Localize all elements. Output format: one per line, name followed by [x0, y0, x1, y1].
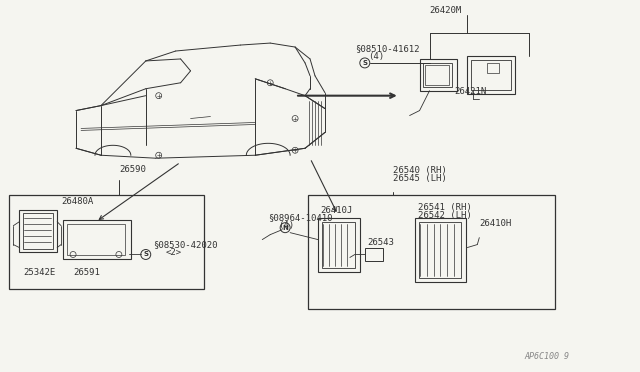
Text: 26421N: 26421N [454, 87, 486, 96]
Text: §08530-42020: §08530-42020 [153, 241, 217, 250]
Text: 26542 (LH): 26542 (LH) [417, 211, 471, 220]
Text: S: S [143, 251, 148, 257]
Bar [23, 213, 53, 248]
Text: AP6C100 9: AP6C100 9 [524, 352, 569, 361]
Bar [322, 222, 355, 268]
Bar [487, 63, 499, 73]
Bar [318, 218, 360, 272]
Text: 26543: 26543 [368, 238, 395, 247]
Text: S: S [362, 60, 367, 66]
Text: 26590: 26590 [119, 165, 146, 174]
Bar [308, 195, 555, 309]
Text: 26410J: 26410J [320, 206, 352, 215]
Bar [365, 247, 383, 262]
Text: §08510-41612: §08510-41612 [355, 44, 419, 53]
Text: 26420M: 26420M [429, 6, 462, 15]
Text: 26541 (RH): 26541 (RH) [417, 203, 471, 212]
Bar [19, 210, 57, 251]
Text: 26410H: 26410H [479, 219, 511, 228]
Text: 26480A: 26480A [61, 197, 93, 206]
Text: 25342E: 25342E [23, 268, 56, 278]
Bar [419, 222, 461, 278]
Bar [63, 220, 131, 259]
Bar [10, 195, 204, 289]
Text: 26545 (LH): 26545 (LH) [393, 174, 447, 183]
Text: §08964-10410: §08964-10410 [268, 213, 333, 222]
Text: 26591: 26591 [73, 268, 100, 278]
Text: N: N [282, 225, 288, 231]
Bar [424, 65, 449, 85]
Bar [422, 63, 452, 87]
Text: (4): (4) [278, 221, 294, 230]
Bar [420, 59, 458, 91]
Bar [415, 218, 467, 282]
Bar [471, 60, 511, 90]
Bar [467, 56, 515, 94]
Text: 26540 (RH): 26540 (RH) [393, 166, 447, 175]
Bar [67, 224, 125, 256]
Text: (4): (4) [368, 52, 384, 61]
Text: <2>: <2> [166, 248, 182, 257]
